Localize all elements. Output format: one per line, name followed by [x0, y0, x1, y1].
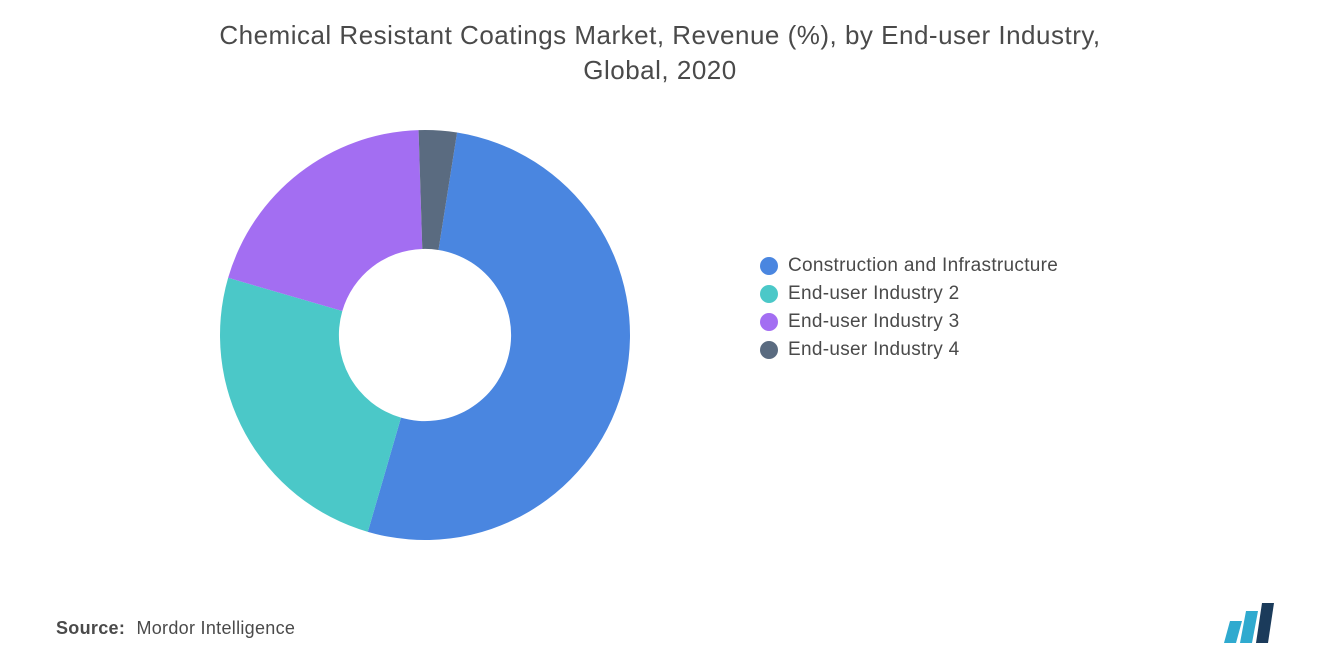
- source-attribution: Source: Mordor Intelligence: [56, 618, 295, 639]
- chart-area: Construction and Infrastructure End-user …: [0, 110, 1320, 590]
- donut-slice: [228, 130, 422, 311]
- legend-label: Construction and Infrastructure: [788, 255, 1058, 277]
- legend: Construction and Infrastructure End-user …: [760, 255, 1058, 367]
- legend-label: End-user Industry 4: [788, 339, 960, 361]
- logo-bar: [1240, 611, 1258, 643]
- donut-slice: [220, 278, 401, 532]
- legend-swatch: [760, 257, 778, 275]
- legend-item: Construction and Infrastructure: [760, 255, 1058, 277]
- legend-item: End-user Industry 4: [760, 339, 1058, 361]
- legend-label: End-user Industry 3: [788, 311, 960, 333]
- source-value: Mordor Intelligence: [136, 618, 295, 638]
- source-label: Source:: [56, 618, 125, 638]
- legend-label: End-user Industry 2: [788, 283, 960, 305]
- logo-bar: [1224, 621, 1242, 643]
- legend-swatch: [760, 341, 778, 359]
- legend-swatch: [760, 285, 778, 303]
- legend-item: End-user Industry 3: [760, 311, 1058, 333]
- legend-item: End-user Industry 2: [760, 283, 1058, 305]
- logo-bar: [1256, 603, 1274, 643]
- title-line-2: Global, 2020: [583, 55, 736, 85]
- title-line-1: Chemical Resistant Coatings Market, Reve…: [219, 20, 1100, 50]
- legend-swatch: [760, 313, 778, 331]
- chart-title: Chemical Resistant Coatings Market, Reve…: [0, 0, 1320, 88]
- brand-logo: [1224, 603, 1280, 643]
- donut-chart: [210, 120, 640, 550]
